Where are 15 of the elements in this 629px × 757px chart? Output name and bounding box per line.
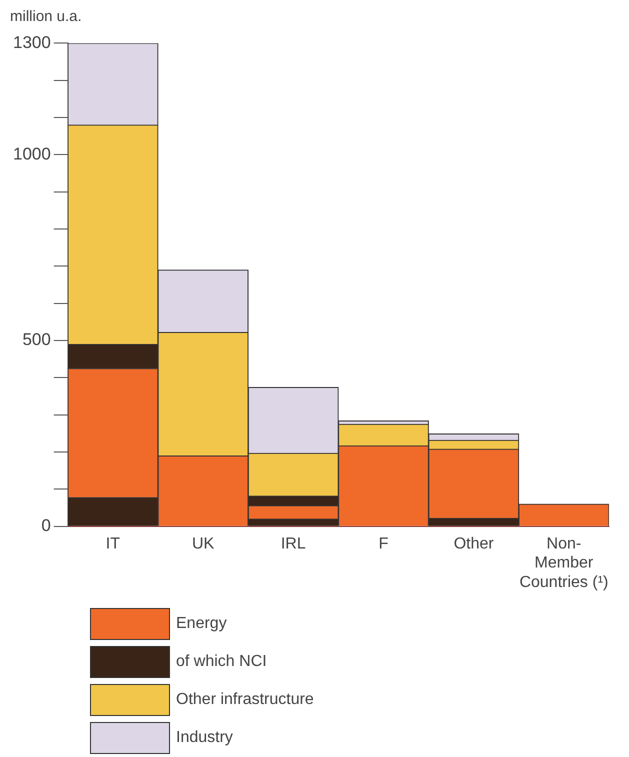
y-axis-title: million u.a. xyxy=(10,8,82,25)
y-tick-label: 1300 xyxy=(12,32,51,52)
y-tick-label: 500 xyxy=(22,330,51,350)
x-tick-label: F xyxy=(378,535,389,552)
x-tick-label: Non- Member Countries (¹) xyxy=(519,535,608,591)
x-tick-label: IRL xyxy=(280,535,306,552)
legend-label: of which NCI xyxy=(176,653,267,671)
legend-label: Industry xyxy=(176,729,233,747)
x-tick-label: Other xyxy=(454,535,494,552)
y-tick-label: 0 xyxy=(41,516,51,536)
legend-label: Energy xyxy=(176,615,227,633)
y-tick-label: 1000 xyxy=(12,144,51,164)
legend-label: Other infrastructure xyxy=(176,691,314,709)
x-tick-label: IT xyxy=(106,535,120,552)
x-tick-label: UK xyxy=(192,535,215,552)
